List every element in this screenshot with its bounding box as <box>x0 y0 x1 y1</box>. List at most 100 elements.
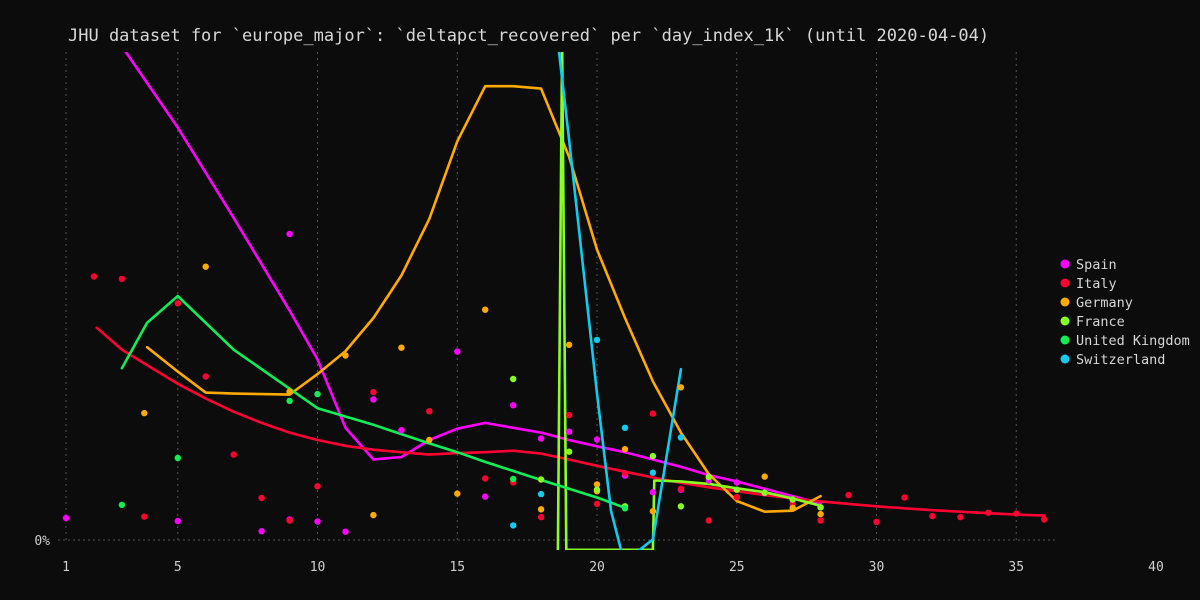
point-spain <box>733 479 740 486</box>
point-spain <box>482 493 489 500</box>
point-italy <box>286 517 293 524</box>
point-italy <box>593 500 601 508</box>
legend-marker-italy <box>1060 278 1070 288</box>
point-germany <box>593 481 601 488</box>
y-tick-label: 0% <box>34 534 50 549</box>
point-italy <box>1041 516 1048 523</box>
point-united-kingdom <box>510 475 517 483</box>
point-switzerland <box>593 336 601 344</box>
legend-label-spain: Spain <box>1076 257 1117 273</box>
x-tick-label: 20 <box>589 560 605 575</box>
point-united-kingdom <box>621 505 629 512</box>
x-tick-label: 30 <box>869 560 885 575</box>
point-italy <box>537 513 545 521</box>
point-germany <box>141 409 148 417</box>
point-germany <box>342 352 349 359</box>
point-italy <box>985 509 992 516</box>
point-spain <box>258 528 265 535</box>
point-italy <box>141 513 148 520</box>
point-switzerland <box>510 522 517 529</box>
point-france <box>593 486 601 493</box>
point-italy <box>565 411 573 419</box>
point-spain <box>454 348 461 355</box>
point-germany <box>398 344 405 351</box>
point-france <box>761 489 768 496</box>
point-france <box>565 448 573 455</box>
point-germany <box>482 306 489 313</box>
point-italy <box>174 300 181 307</box>
trend-line-italy <box>95 326 1046 517</box>
point-italy <box>705 517 712 524</box>
x-axis: 1 5 10 15 20 25 30 35 40 <box>62 560 1164 575</box>
point-switzerland <box>649 469 657 476</box>
point-spain <box>62 514 70 522</box>
point-germany <box>370 511 377 519</box>
x-tick-label: 5 <box>174 560 182 575</box>
point-spain <box>565 428 573 435</box>
legend-marker-france <box>1060 316 1070 326</box>
point-spain <box>286 230 293 238</box>
point-united-kingdom <box>314 390 321 398</box>
plot-area <box>62 52 1048 550</box>
legend-marker-germany <box>1060 297 1070 307</box>
point-italy <box>845 491 852 499</box>
point-spain <box>174 517 181 525</box>
point-italy <box>901 494 908 501</box>
point-italy <box>314 483 321 490</box>
legend-label-france: France <box>1076 314 1125 330</box>
chart-grid <box>58 52 1056 541</box>
point-spain <box>649 489 657 496</box>
point-italy <box>621 469 629 477</box>
point-france <box>649 452 657 460</box>
legend-label-switzerland: Switzerland <box>1076 352 1165 368</box>
point-italy <box>817 517 824 524</box>
point-germany <box>537 506 545 513</box>
point-france <box>510 375 517 383</box>
point-germany <box>454 490 461 497</box>
point-italy <box>482 475 489 482</box>
legend-marker-switzerland <box>1060 354 1070 364</box>
x-tick-label: 15 <box>449 560 465 575</box>
point-italy <box>90 273 98 280</box>
legend-marker-united-kingdom <box>1060 335 1070 345</box>
point-germany <box>426 436 433 444</box>
point-italy <box>733 493 740 501</box>
point-spain <box>593 436 601 443</box>
legend-marker-spain <box>1060 259 1070 269</box>
trend-line-spain <box>124 52 822 505</box>
point-italy <box>370 388 377 396</box>
point-france <box>677 503 685 510</box>
point-italy <box>957 513 964 521</box>
point-germany <box>817 510 824 518</box>
point-united-kingdom <box>286 397 293 405</box>
x-tick-label: 10 <box>310 560 326 575</box>
point-italy <box>649 410 657 417</box>
trend-line-switzerland <box>557 52 683 550</box>
point-italy <box>202 373 209 380</box>
point-switzerland <box>677 434 685 441</box>
point-spain <box>342 528 349 535</box>
legend-label-italy: Italy <box>1076 276 1117 292</box>
point-italy <box>929 512 936 520</box>
point-italy <box>230 451 237 458</box>
point-germany <box>286 388 293 395</box>
point-germany <box>761 473 768 480</box>
trend-line-germany <box>145 84 822 513</box>
y-axis: 0% <box>34 534 50 549</box>
point-france <box>537 476 545 483</box>
point-germany <box>649 508 657 515</box>
point-germany <box>789 504 796 511</box>
legend: Spain Italy Germany France United Kingdom Swi… <box>1060 257 1190 368</box>
trend-line-france <box>556 52 822 550</box>
point-italy <box>426 408 433 415</box>
point-germany <box>621 446 629 453</box>
point-spain <box>314 518 321 525</box>
point-france <box>817 504 824 511</box>
point-germany <box>202 263 209 270</box>
point-switzerland <box>537 490 545 498</box>
point-switzerland <box>621 424 629 431</box>
point-spain <box>510 402 517 409</box>
x-tick-label: 1 <box>62 560 70 575</box>
point-united-kingdom <box>174 454 181 462</box>
